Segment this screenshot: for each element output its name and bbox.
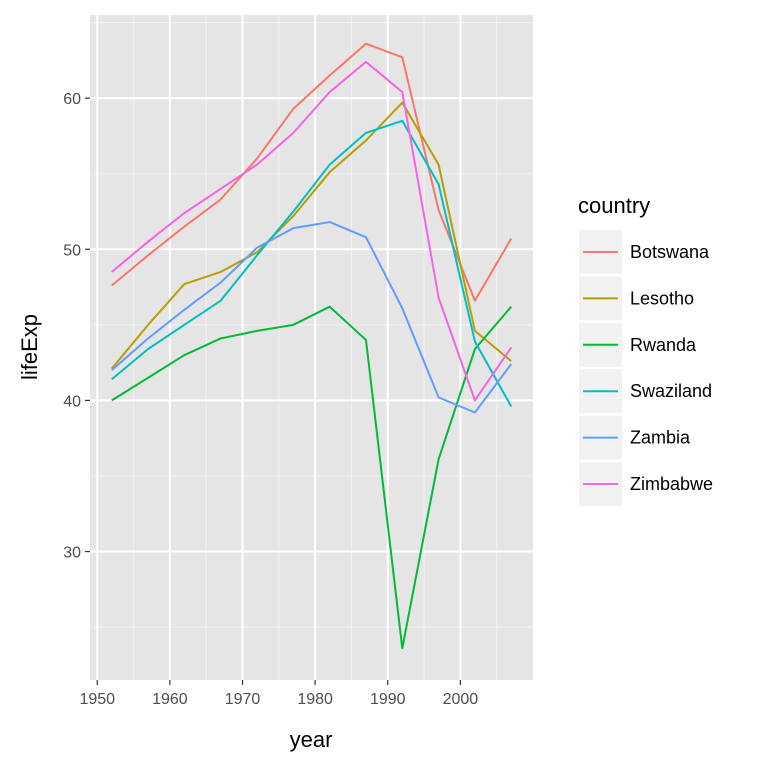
y-tick-label: 30 bbox=[63, 545, 81, 562]
y-axis: 30 40 50 60 bbox=[63, 91, 90, 562]
grid-minor bbox=[90, 15, 533, 680]
x-tick-label: 2000 bbox=[443, 691, 479, 708]
x-tick-label: 1970 bbox=[225, 691, 261, 708]
x-tick-label: 1990 bbox=[370, 691, 406, 708]
y-tick-label: 50 bbox=[63, 242, 81, 259]
x-axis: 1950 1960 1970 1980 1990 2000 bbox=[79, 680, 478, 708]
plot-panel bbox=[90, 15, 533, 680]
x-tick-label: 1980 bbox=[297, 691, 333, 708]
grid-major bbox=[90, 15, 533, 680]
legend-label-botswana: Botswana bbox=[630, 242, 710, 262]
series-line-botswana bbox=[111, 42, 513, 302]
legend: country Botswana Lesotho Rwanda Swaziland Za… bbox=[578, 193, 713, 506]
legend-label-rwanda: Rwanda bbox=[630, 335, 697, 355]
x-tick-label: 1960 bbox=[152, 691, 188, 708]
series-line-zimbabwe bbox=[111, 60, 513, 402]
legend-label-zimbabwe: Zimbabwe bbox=[630, 474, 713, 494]
series-line-zambia bbox=[111, 221, 513, 414]
series-line-rwanda bbox=[111, 305, 512, 650]
legend-label-zambia: Zambia bbox=[630, 428, 691, 448]
y-axis-title: lifeExp bbox=[17, 314, 42, 380]
x-tick-label: 1950 bbox=[79, 691, 115, 708]
series-line-swaziland bbox=[111, 119, 513, 407]
y-tick-label: 60 bbox=[63, 91, 81, 108]
legend-label-swaziland: Swaziland bbox=[630, 381, 712, 401]
series-line-lesotho bbox=[111, 101, 512, 370]
series-lines bbox=[111, 42, 513, 650]
x-axis-title: year bbox=[290, 727, 333, 752]
legend-title: country bbox=[578, 193, 650, 218]
y-tick-label: 40 bbox=[63, 393, 81, 410]
legend-label-lesotho: Lesotho bbox=[630, 288, 694, 308]
